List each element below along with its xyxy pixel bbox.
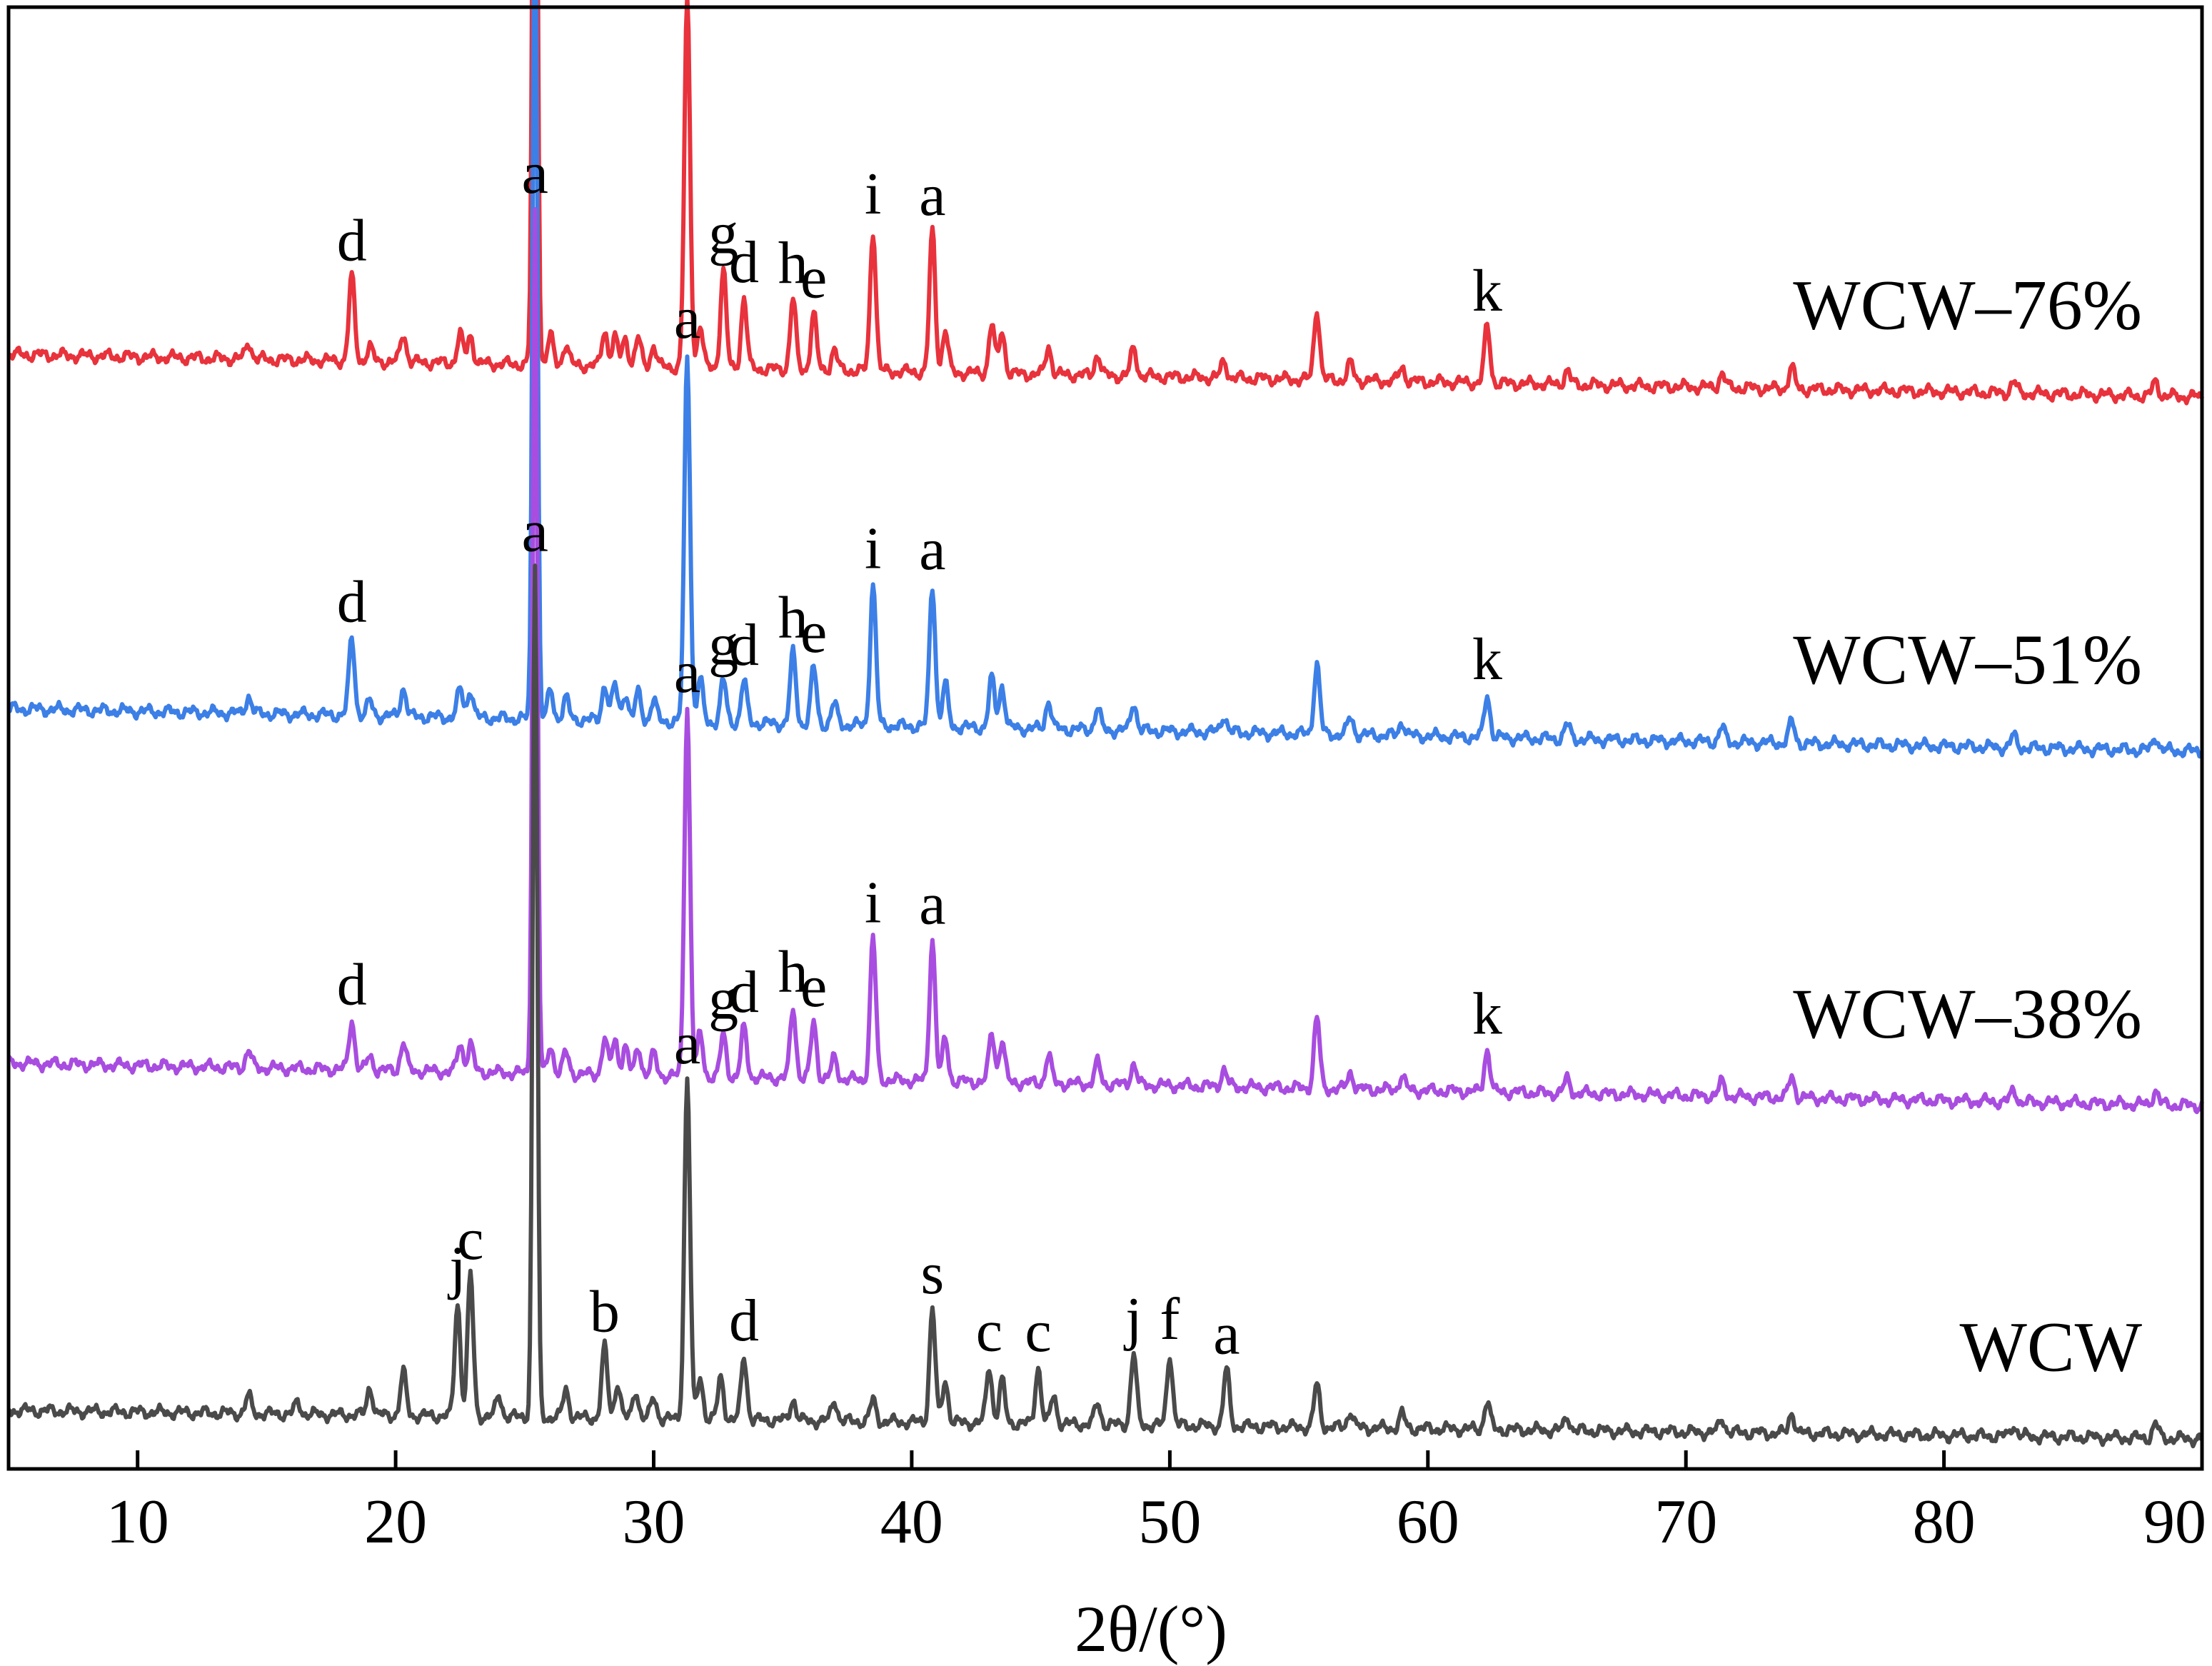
x-tick-label-70: 70 [1654,1487,1717,1557]
peak-label-wcw-76-33: k [1472,258,1502,324]
axis-layer: 10 20 30 40 50 60 70 80 90 [6,5,2206,1557]
peak-label-wcw-51-17: d [729,612,759,678]
peak-label-wcw-38-33: k [1472,980,1502,1047]
series-label-wcw: WCW [1960,1308,2143,1387]
peak-label-wcw-76-16: g [708,201,738,267]
peak-label-wcw-9: b [590,1279,620,1345]
peak-label-wcw-51-14: a [674,285,700,351]
peak-label-wcw-7: a [522,498,548,565]
x-tick-label-50: 50 [1138,1487,1201,1557]
peak-label-wcw-20: s [921,1240,945,1307]
peak-label-wcw-76-1: d [337,207,367,274]
peak-label-wcw-38-21: i [865,870,881,936]
peak-label-wcw-38-17: d [729,959,759,1025]
peak-label-wcw-51-21: i [865,515,881,581]
peak-label-wcw-51-16: g [708,611,738,678]
peak-label-wcw-4: j [447,1234,466,1300]
peak-label-wcw-76-19: e [800,245,827,311]
series-layer [6,0,2204,1449]
peak-label-wcw-24: c [1025,1298,1051,1365]
series-line-wcw-76 [6,0,2204,406]
peak-label-wcw-76-18: h [778,230,808,296]
x-axis-title: 2θ/(°) [1075,1592,1227,1665]
series-line-wcw-38 [6,207,2204,1115]
peak-label-wcw-16: d [729,1288,759,1354]
x-tick-label-20: 20 [364,1487,427,1557]
peak-label-wcw-51-33: k [1472,626,1502,693]
peak-label-wcw-76-22: a [919,162,945,229]
series-label-wcw-51: WCW–51% [1793,620,2142,699]
peak-label-wcw-38-14: a [674,639,700,706]
series-line-wcw [6,563,2203,1449]
label-layer: daagdheiakWCW–76%daagdheiakWCW–51%daagdh… [337,140,2143,1387]
peak-label-wcw-29: a [1213,1301,1240,1368]
peak-label-wcw-51-18: h [778,585,808,651]
peak-label-wcw-38-19: e [800,953,827,1020]
x-tick-label-60: 60 [1397,1487,1459,1557]
peak-label-wcw-51-1: d [337,569,367,636]
x-tick-label-10: 10 [106,1487,169,1557]
plot-frame [6,5,2204,1471]
peak-label-wcw-38-1: d [337,952,367,1018]
peak-label-wcw-51-22: a [919,516,945,583]
series-label-wcw-76: WCW–76% [1793,266,2142,345]
peak-label-wcw-38-16: g [708,966,738,1033]
peak-label-wcw-38-18: h [778,939,808,1005]
peak-label-wcw-76-17: d [729,229,759,296]
peak-label-wcw-28: f [1160,1286,1180,1353]
peak-label-wcw-38-22: a [919,870,945,937]
x-tick-label-40: 40 [880,1487,943,1557]
peak-label-wcw-51-19: e [800,599,827,666]
peak-label-wcw-76-21: i [865,161,881,227]
series-label-wcw-38: WCW–38% [1793,974,2142,1053]
peak-label-wcw-22: c [976,1298,1002,1364]
peak-label-wcw-5: c [457,1206,483,1273]
series-line-wcw-51 [7,0,2203,759]
x-tick-label-90: 90 [2143,1487,2206,1557]
peak-label-wcw-13: a [674,1010,700,1077]
peak-label-wcw-38-6: a [522,140,548,206]
peak-label-wcw-27: j [1123,1285,1142,1352]
x-tick-label-80: 80 [1913,1487,1976,1557]
x-tick-label-30: 30 [623,1487,685,1557]
